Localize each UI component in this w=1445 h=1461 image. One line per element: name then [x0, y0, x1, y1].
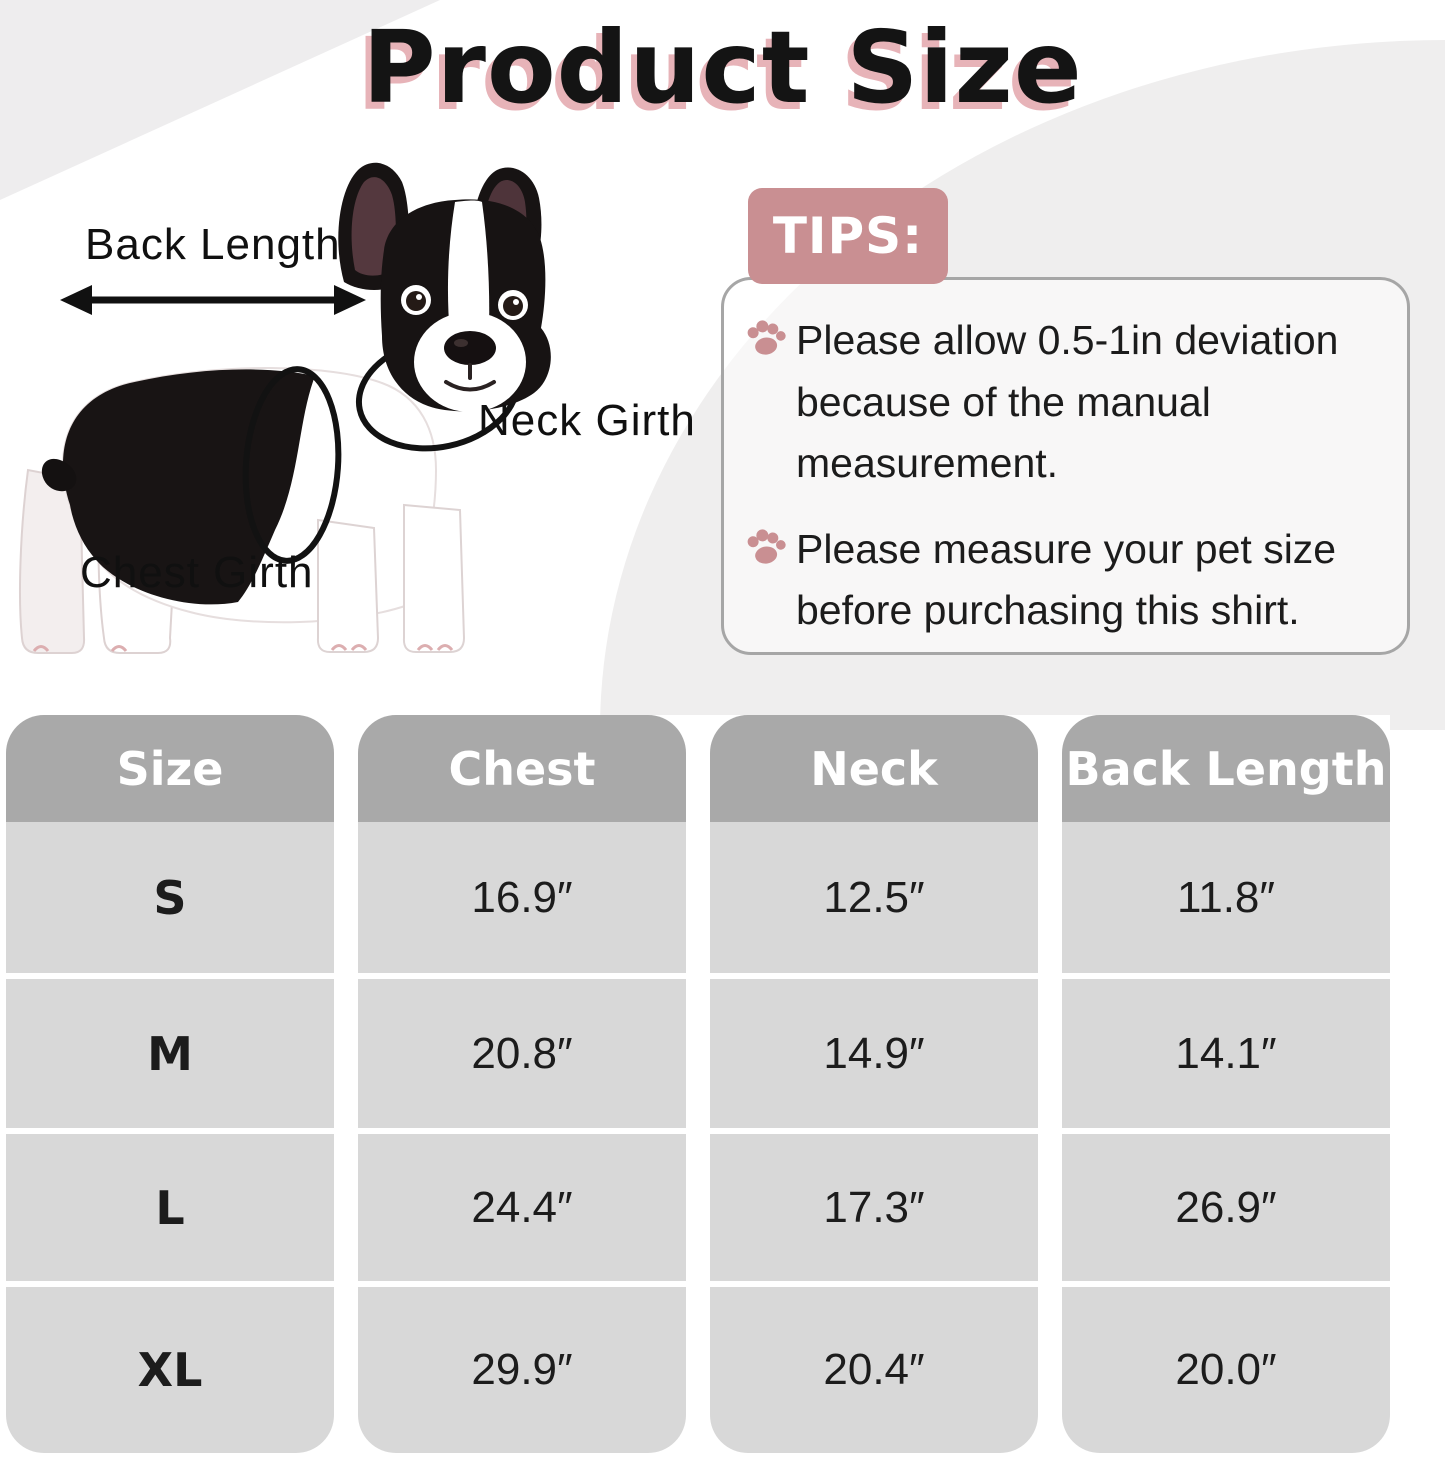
table-column-size: Size S M L XL [6, 715, 334, 1453]
table-header-label: Back Length [1065, 741, 1387, 796]
dog-illustration [19, 162, 551, 654]
paw-icon [747, 528, 786, 564]
size-table: Size S M L XL Chest 16.9″ 20.8″ 24.4″ 29… [6, 715, 1390, 1461]
dog-front-leg-near [402, 503, 466, 653]
table-cell: L [6, 1134, 334, 1281]
table-column-chest: Chest 16.9″ 20.8″ 24.4″ 29.9″ [358, 715, 686, 1453]
table-header-cell: Chest [358, 715, 686, 822]
table-cell: 16.9″ [358, 822, 686, 973]
dog-mouth [444, 363, 496, 392]
table-cell: 12.5″ [710, 822, 1038, 973]
table-cell: M [6, 979, 334, 1128]
dog-blaze [447, 200, 490, 336]
table-cell: 14.9″ [710, 979, 1038, 1128]
table-cell: 11.8″ [1062, 822, 1390, 973]
dog-front-leg-far [316, 518, 380, 653]
dog-nose-shine [454, 339, 468, 347]
dog-nose [444, 331, 496, 365]
table-column-neck: Neck 12.5″ 14.9″ 17.3″ 20.4″ [710, 715, 1038, 1453]
table-cell: 17.3″ [710, 1134, 1038, 1281]
tip-item: Please measure your pet size before purc… [746, 519, 1387, 642]
table-header-label: Chest [448, 741, 596, 796]
table-header-cell: Neck [710, 715, 1038, 822]
table-cell: 20.8″ [358, 979, 686, 1128]
chest-girth-ellipse [242, 366, 342, 564]
table-cell: S [6, 822, 334, 973]
table-column-back-length: Back Length 11.8″ 14.1″ 26.9″ 20.0″ [1062, 715, 1390, 1453]
dog-toes [32, 644, 454, 652]
table-cell: 20.0″ [1062, 1287, 1390, 1453]
back-length-label: Back Length [85, 220, 341, 269]
dog-eye-right [498, 290, 528, 320]
tip-text: Please measure your pet size before purc… [796, 525, 1337, 634]
page-title: Product Size [362, 9, 1083, 126]
dog-eye-left [401, 285, 431, 315]
dog-tail [41, 458, 77, 492]
dog-measurement-diagram: Back Length Neck Girth Chest Girth [0, 150, 700, 710]
table-header-label: Neck [810, 741, 938, 796]
table-header-label: Size [116, 741, 224, 796]
dog-rear-leg-far [19, 468, 86, 654]
chest-girth-label: Chest Girth [80, 548, 314, 597]
tip-text: Please allow 0.5-1in deviation because o… [796, 317, 1339, 486]
table-cell: 24.4″ [358, 1134, 686, 1281]
table-cell: 29.9″ [358, 1287, 686, 1453]
table-header-cell: Size [6, 715, 334, 822]
table-cell: XL [6, 1287, 334, 1453]
neck-girth-label: Neck Girth [478, 396, 696, 445]
table-cell: 14.1″ [1062, 979, 1390, 1128]
paw-icon [747, 320, 786, 355]
back-length-arrow [60, 285, 366, 315]
tips-heading: TIPS: [748, 188, 948, 284]
tip-item: Please allow 0.5-1in deviation because o… [746, 310, 1387, 495]
table-cell: 26.9″ [1062, 1134, 1390, 1281]
table-header-cell: Back Length [1062, 715, 1390, 822]
table-cell: 20.4″ [710, 1287, 1038, 1453]
tips-box: Please allow 0.5-1in deviation because o… [721, 277, 1410, 655]
